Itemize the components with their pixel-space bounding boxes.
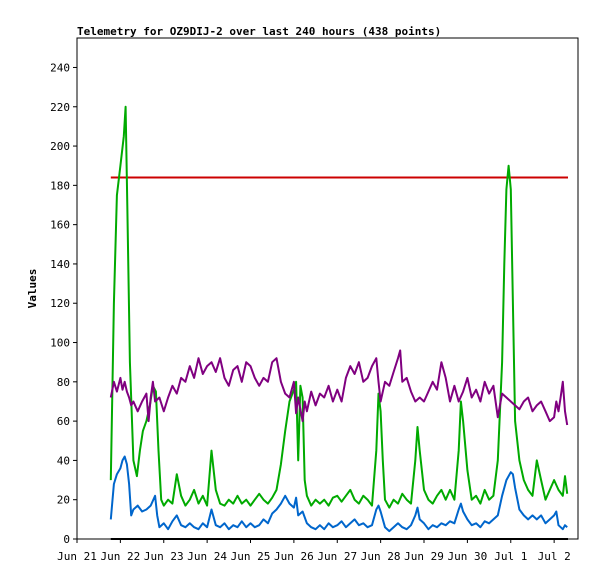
x-tick-label: Jun 22 bbox=[101, 550, 141, 563]
y-tick-label: 0 bbox=[63, 533, 70, 546]
x-tick-label: Jun 25 bbox=[231, 550, 271, 563]
series-layer bbox=[109, 105, 569, 540]
y-tick-label: 220 bbox=[50, 101, 70, 114]
series-line-4 bbox=[109, 349, 569, 426]
x-tick-label: Jun 23 bbox=[144, 550, 184, 563]
y-tick-label: 40 bbox=[57, 454, 70, 467]
y-axis-label: Values bbox=[26, 269, 39, 309]
y-tick-label: 60 bbox=[57, 415, 70, 428]
y-tick-label: 140 bbox=[50, 258, 70, 271]
x-tick-label: Jun 27 bbox=[317, 550, 357, 563]
y-tick-label: 200 bbox=[50, 140, 70, 153]
y-tick-label: 100 bbox=[50, 337, 70, 350]
chart-title: Telemetry for OZ9DIJ-2 over last 240 hou… bbox=[77, 25, 441, 38]
series-line-3 bbox=[109, 455, 568, 533]
x-tick-label: Jun 21 bbox=[57, 550, 97, 563]
x-axis-ticks: Jun 21 Jun 22 Jun 23 Jun 24 Jun 25 Jun 26 Jun … bbox=[57, 539, 571, 563]
x-tick-label: Jun 26 bbox=[274, 550, 314, 563]
x-tick-label: Jun 28 bbox=[361, 550, 401, 563]
y-tick-label: 160 bbox=[50, 219, 70, 232]
x-tick-label: Jun 30 bbox=[448, 550, 488, 563]
y-axis-ticks: 0 20 40 60 80 100 120 140 160 180 200 220 240 bbox=[50, 61, 77, 546]
y-tick-label: 180 bbox=[50, 179, 70, 192]
y-tick-label: 120 bbox=[50, 297, 70, 310]
y-tick-label: 240 bbox=[50, 61, 70, 74]
series-line-2 bbox=[109, 105, 569, 509]
x-tick-label: Jun 24 bbox=[187, 550, 227, 563]
x-tick-label: Jul 1 bbox=[494, 550, 527, 563]
y-tick-label: 20 bbox=[57, 494, 70, 507]
x-tick-label: Jun 29 bbox=[404, 550, 444, 563]
y-tick-label: 80 bbox=[57, 376, 70, 389]
x-tick-label: Jul 2 bbox=[538, 550, 571, 563]
